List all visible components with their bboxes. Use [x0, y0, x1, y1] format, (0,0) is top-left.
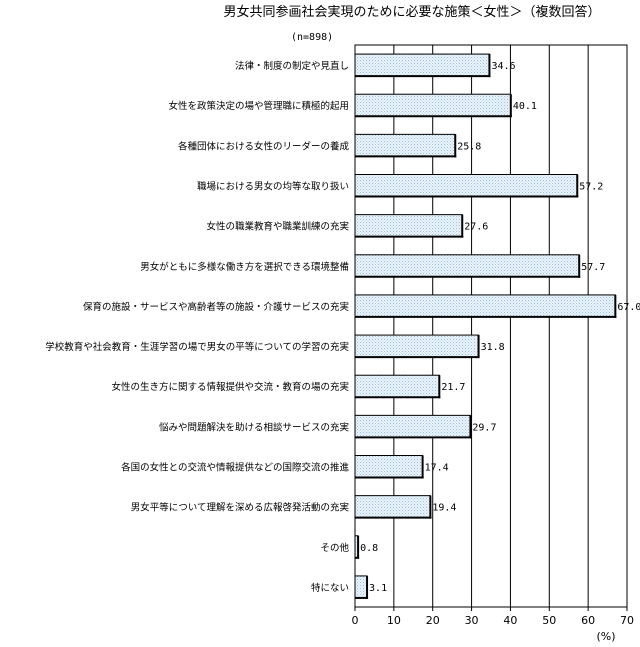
category-label: 職場における男女の均等な取り扱い	[197, 181, 349, 193]
category-label: 女性の生き方に関する情報提供や交流・教育の場の充実	[111, 381, 349, 393]
x-tick-label: 20	[426, 614, 440, 627]
value-labels: 34.6 40.1 25.8 57.2 27.6 57.7 67.0 31.8 21.7 29.7…	[360, 61, 640, 594]
x-tick-label: 60	[581, 614, 595, 627]
category-label: 各国の女性との交流や情報提供などの国際交流の推進	[121, 462, 349, 474]
x-tick-label: 70	[620, 614, 634, 627]
bar	[354, 495, 431, 519]
bar	[354, 374, 440, 398]
bar	[354, 93, 512, 117]
category-label: 女性を政策決定の場や管理職に積極的起用	[168, 100, 349, 112]
value-label: 67.0	[617, 302, 640, 313]
bar	[354, 254, 580, 278]
x-tick-label: 0	[352, 614, 359, 627]
bar	[354, 53, 490, 77]
chart-title: 男女共同参画社会実現のために必要な施策＜女性＞（複数回答）	[223, 4, 600, 20]
category-label: その他	[320, 542, 349, 554]
value-label: 19.4	[432, 503, 456, 514]
value-label: 31.8	[481, 342, 505, 353]
x-tick-label: 50	[542, 614, 556, 627]
category-label: 男女平等について理解を深める広報啓発活動の充実	[131, 502, 350, 514]
category-label: 保育の施設・サービスや高齢者等の施設・介護サービスの充実	[83, 301, 350, 313]
value-label: 0.8	[360, 543, 378, 554]
value-label: 29.7	[472, 422, 496, 433]
bar	[354, 214, 463, 238]
grid-lines	[393, 45, 628, 607]
bar	[354, 575, 368, 599]
category-label: 各種団体における女性のリーダーの養成	[178, 140, 350, 152]
plot-frame	[354, 44, 628, 608]
bar	[354, 294, 616, 318]
x-axis-label: (%)	[596, 630, 615, 643]
category-label: 男女がともに多様な働き方を選択できる環境整備	[140, 261, 349, 273]
x-axis: 0 10 20 30 40 50 60 70	[352, 44, 634, 627]
bar	[354, 334, 480, 358]
value-label: 3.1	[369, 583, 387, 594]
category-labels: 法律・制度の制定や見直し女性を政策決定の場や管理職に積極的起用各種団体における女…	[45, 60, 349, 594]
bar	[354, 455, 424, 478]
x-tick-label: 40	[503, 614, 517, 627]
value-label: 57.2	[579, 182, 603, 193]
category-label: 法律・制度の制定や見直し	[235, 60, 349, 72]
x-tick-label: 10	[387, 614, 401, 627]
value-label: 17.4	[425, 463, 449, 474]
x-tick-label: 30	[465, 614, 479, 627]
category-label: 学校教育や社会教育・生涯学習の場で男女の平等についての学習の充実	[45, 341, 349, 353]
category-label: 女性の職業教育や職業訓練の充実	[206, 221, 349, 233]
bar	[354, 174, 578, 197]
value-label: 25.8	[457, 141, 481, 152]
value-label: 21.7	[441, 382, 465, 393]
sample-size-note: (n=898)	[291, 32, 333, 43]
category-label: 悩みや問題解決を助ける相談サービスの充実	[159, 421, 350, 433]
value-label: 57.7	[581, 262, 605, 273]
value-label: 40.1	[513, 101, 537, 112]
bar	[354, 414, 471, 438]
category-label: 特にない	[311, 582, 349, 594]
value-label: 34.6	[491, 61, 515, 72]
bar	[354, 133, 456, 157]
value-label: 27.6	[464, 222, 488, 233]
